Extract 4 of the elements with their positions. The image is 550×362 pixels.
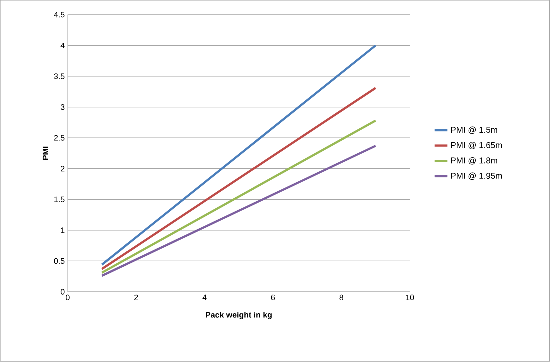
- legend-label: PMI @ 1.65m: [451, 142, 502, 150]
- legend-label: PMI @ 1.95m: [451, 172, 502, 180]
- legend-label: PMI @ 1.8m: [451, 157, 498, 165]
- legend-label: PMI @ 1.5m: [451, 126, 498, 134]
